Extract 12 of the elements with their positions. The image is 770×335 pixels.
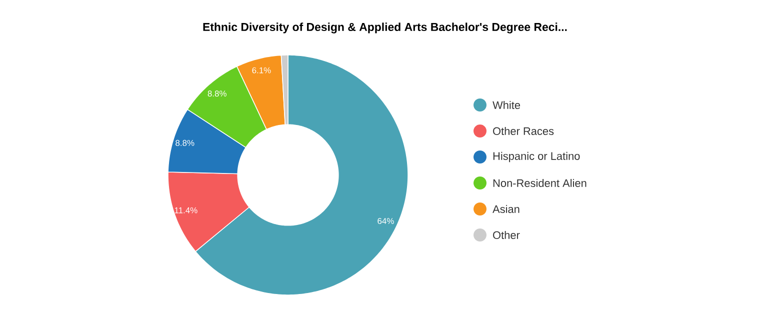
chart-title: Ethnic Diversity of Design & Applied Arts Bachelor's Degree Reci... <box>203 22 567 34</box>
legend-label: White <box>492 100 520 110</box>
data-label: 8.8% <box>208 90 226 97</box>
data-label: 8.8% <box>176 140 194 146</box>
data-label: 6.1% <box>252 67 271 74</box>
legend-label: Other Races <box>493 126 554 136</box>
data-label: 64% <box>378 218 394 224</box>
legend-label: Asian <box>492 204 520 214</box>
legend-label: Other <box>493 230 520 240</box>
legend-label: Non-Resident Alien <box>493 178 586 188</box>
legend-label: Hispanic or Latino <box>493 152 580 162</box>
data-label: 11.4% <box>174 207 198 214</box>
